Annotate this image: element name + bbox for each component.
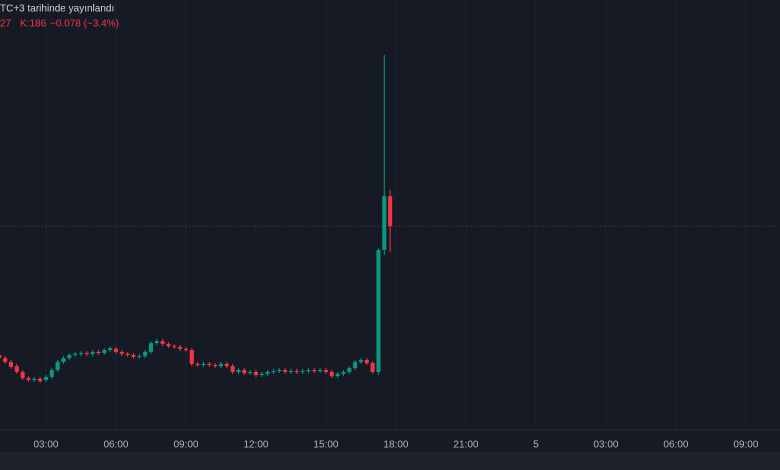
candle-body [358, 360, 363, 362]
candle-body [113, 348, 119, 352]
candle-body [283, 370, 288, 372]
candle-body [67, 355, 72, 359]
candle-body [96, 351, 101, 354]
candle-body [137, 356, 142, 358]
candle-body [248, 371, 253, 374]
candle-body [300, 371, 305, 373]
candle-body [160, 341, 165, 344]
candle-body [201, 363, 206, 365]
candle-body [242, 370, 247, 374]
candle-body [148, 343, 154, 352]
candle-body [108, 348, 113, 350]
candle-body [8, 361, 14, 367]
published-note: TC+3 tarihinde yayınlandı [0, 4, 114, 15]
candle-body [288, 371, 293, 373]
candle-body [271, 371, 276, 373]
ohlc-fragment: 27 [0, 19, 12, 30]
candle-body [312, 370, 317, 372]
candle-body [131, 355, 136, 357]
candle-body [125, 353, 130, 355]
candle-body [20, 371, 25, 379]
candle-body [370, 363, 375, 372]
candles [0, 55, 780, 384]
candle-body [230, 366, 235, 372]
x-tick-label: 18:00 [383, 440, 408, 451]
bottom-bar [0, 452, 780, 470]
x-tick-label: 15:00 [313, 440, 338, 451]
candle-body [364, 360, 369, 364]
candle-body [277, 370, 282, 372]
x-tick-label: 12:00 [243, 440, 268, 451]
candle-body [382, 196, 387, 250]
candle-body [207, 363, 212, 365]
candle-body [0, 355, 2, 359]
candle-body [26, 378, 31, 380]
x-tick-label: 06:00 [663, 440, 688, 451]
candle-body [189, 350, 194, 364]
candle-body [32, 378, 37, 380]
candle-body [178, 346, 183, 349]
candle-body [347, 368, 352, 372]
candle-body [49, 370, 54, 377]
candle-body [102, 350, 107, 354]
candle-body [353, 361, 358, 369]
candle-body [253, 371, 258, 375]
x-tick-label: 03:00 [593, 440, 618, 451]
x-tick-label: 06:00 [103, 440, 128, 451]
x-tick-label: 03:00 [33, 440, 58, 451]
candle-body [38, 378, 43, 382]
candle-body [318, 370, 323, 372]
candle-body [14, 366, 19, 372]
candle-body [341, 371, 346, 374]
candle-body [294, 371, 299, 373]
candle-body [218, 363, 223, 367]
x-tick-label: 5 [533, 440, 539, 451]
candle-body [195, 363, 200, 365]
candle-body [335, 373, 340, 377]
candle-body [55, 361, 60, 370]
grid [45, 0, 747, 430]
candle-body [61, 358, 66, 362]
candle-body [78, 353, 84, 355]
candle-body [172, 346, 177, 348]
candle-body [323, 370, 328, 372]
candle-body [388, 196, 393, 227]
candle-body [376, 250, 381, 372]
candle-body [43, 376, 49, 380]
close-label: K:186 [20, 19, 47, 30]
candle-body [224, 363, 229, 367]
candle-body [154, 341, 159, 344]
candle-body [306, 370, 311, 372]
candle-body [259, 373, 264, 375]
x-tick-label: 21:00 [453, 440, 478, 451]
candle-body [90, 351, 95, 354]
x-tick-label: 09:00 [173, 440, 198, 451]
candle-body [143, 351, 148, 357]
candle-body [119, 351, 124, 354]
candle-body [73, 353, 78, 355]
candle-body [329, 371, 334, 377]
change-label: −0.078 (−3.4%) [50, 19, 119, 30]
candle-body [213, 365, 218, 367]
candle-body [183, 348, 189, 350]
candle-body [265, 371, 270, 374]
candle-body [166, 343, 171, 347]
candle-body [3, 358, 8, 362]
candle-body [84, 353, 89, 355]
x-tick-label: 09:00 [733, 440, 758, 451]
candle-body [236, 370, 241, 372]
